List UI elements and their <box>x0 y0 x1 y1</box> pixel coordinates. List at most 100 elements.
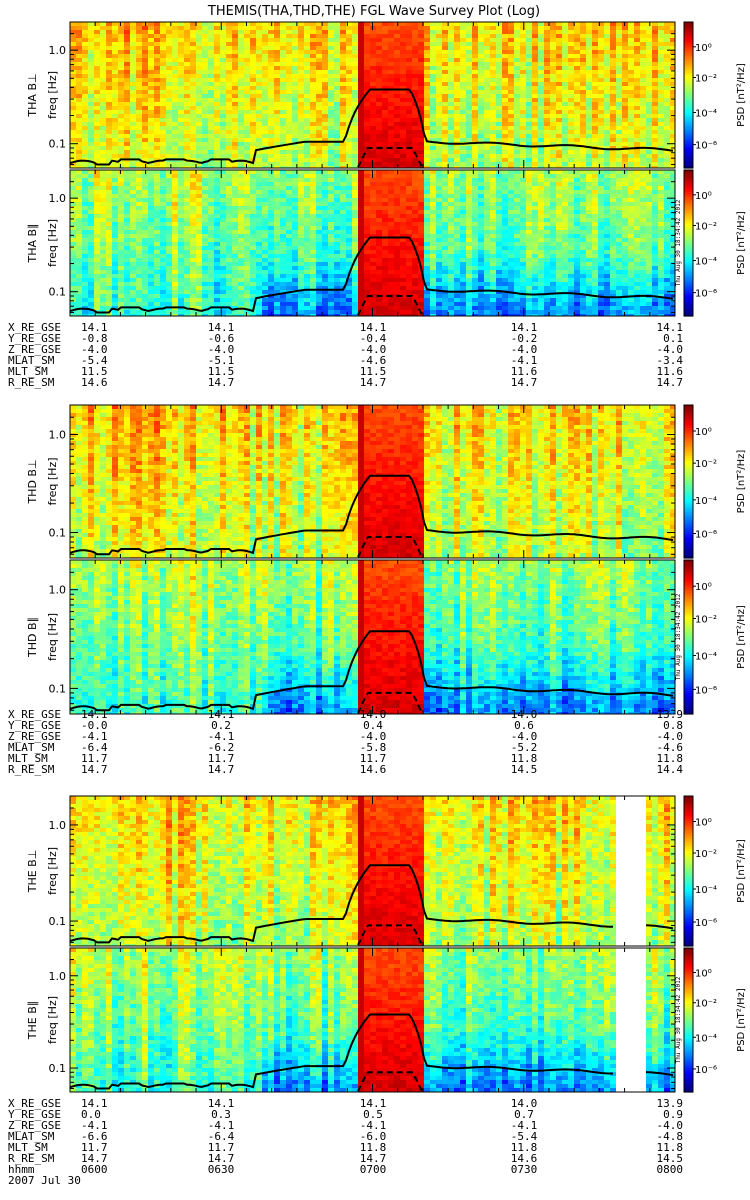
ephemeris-value: 11.8 <box>511 752 538 765</box>
time-tick-label: 0700 <box>360 1163 387 1176</box>
ephemeris-row-name: MLAT_SM <box>8 354 55 367</box>
spectrogram-heatmap <box>70 796 675 946</box>
ephemeris-value: 14.1 <box>81 321 108 334</box>
y-tick-label: 1.0 <box>49 819 67 832</box>
ephemeris-value: 14.7 <box>208 1152 235 1165</box>
ephemeris-value: -6.0 <box>360 1130 387 1143</box>
ephemeris-value: 14.5 <box>511 763 538 776</box>
ephemeris-value: 14.7 <box>657 376 684 389</box>
time-axis: hhmm 0600 0630 0700 0730 0800 2007 Jul 30 <box>8 1163 683 1187</box>
colorbar-frame <box>683 404 694 559</box>
ephemeris-value: -4.1 <box>81 1119 108 1132</box>
ephemeris-value: 14.1 <box>208 321 235 334</box>
y-axis-label: freq [Hz] <box>46 847 59 895</box>
ephemeris-value: 14.7 <box>208 376 235 389</box>
ephemeris-value: -4.0 <box>657 730 684 743</box>
ephemeris-value: -6.4 <box>81 741 108 754</box>
ephemeris-value: 11.8 <box>657 1141 684 1154</box>
colorbar: 10⁰ 10⁻² 10⁻⁴ 10⁻⁶ PSD [nT²/Hz] <box>683 947 747 1093</box>
ephemeris-value: 0.1 <box>663 332 683 345</box>
y-tick-label: 0.1 <box>49 286 67 299</box>
ephemeris-value: 14.1 <box>81 708 108 721</box>
ephemeris-value: 0.2 <box>211 719 231 732</box>
ephemeris-row-name: X_RE_GSE <box>8 1097 61 1110</box>
time-tick-label: 0730 <box>511 1163 538 1176</box>
dashed-curve <box>357 1071 423 1092</box>
colorbar-tick-label: 10⁰ <box>695 191 712 202</box>
ephemeris-row-name: MLAT_SM <box>8 1130 55 1143</box>
timestamp-stamp: Thu Aug 30 18:34:42 2012 <box>675 976 682 1063</box>
ephemeris-value: 11.7 <box>208 1141 235 1154</box>
panel-label: THE B⊥ <box>26 850 39 894</box>
dashed-curve <box>357 924 423 946</box>
ephemeris-row-name: Y_RE_GSE <box>8 1108 61 1121</box>
dashed-curve <box>357 295 423 316</box>
gyrofrequency-curve <box>69 1013 674 1090</box>
colorbar-tick-label: 10⁻⁶ <box>695 530 717 541</box>
time-axis-label: hhmm <box>8 1163 35 1176</box>
ephemeris-value: 11.6 <box>657 365 684 378</box>
ephemeris-value: 14.7 <box>81 763 108 776</box>
colorbar-tick-label: 10⁰ <box>695 582 712 593</box>
spectrogram-panel-tha-bpar: 1.0 0.1 THA B∥ freq [Hz] Thu Aug 30 18:34:42… <box>26 169 747 317</box>
spectrogram-heatmap <box>70 22 675 168</box>
ephemeris-row-name: X_RE_GSE <box>8 321 61 334</box>
colorbar-label: PSD [nT²/Hz] <box>736 211 747 275</box>
y-axis-label: freq [Hz] <box>46 613 59 661</box>
ephemeris-value: -4.6 <box>657 741 684 754</box>
ephemeris-value: 0.6 <box>514 719 534 732</box>
figure-title: THEMIS(THA,THD,THE) FGL Wave Survey Plot… <box>207 4 540 19</box>
ephemeris-row-name: MLT_SM <box>8 1141 48 1154</box>
panel-label: THD B∥ <box>26 617 39 658</box>
ephemeris-value: -0.2 <box>511 332 538 345</box>
ephemeris-value: 14.1 <box>360 321 387 334</box>
ephemeris-value: -4.1 <box>81 730 108 743</box>
y-tick-label: 1.0 <box>49 192 67 205</box>
ephemeris-value: 14.1 <box>208 708 235 721</box>
panel-label: THD B⊥ <box>26 459 39 504</box>
colorbar-frame <box>683 169 694 317</box>
date-label: 2007 Jul 30 <box>8 1174 81 1187</box>
colorbar-tick-label: 10⁻⁴ <box>695 1033 717 1044</box>
gyrofrequency-curve <box>69 864 674 944</box>
ephemeris-value: 14.4 <box>657 763 684 776</box>
colorbar: 10⁰ 10⁻² 10⁻⁴ 10⁻⁶ PSD [nT²/Hz] <box>683 795 747 947</box>
ephemeris-value: -4.8 <box>657 1130 684 1143</box>
y-tick-label: 1.0 <box>49 44 67 57</box>
colorbar-tick-label: 10⁻⁶ <box>695 918 717 929</box>
ephemeris-value: 11.7 <box>208 752 235 765</box>
colorbar-tick-label: 10⁻² <box>695 221 717 232</box>
ephemeris-row-name: Z_RE_GSE <box>8 343 61 356</box>
ephemeris-value: -4.0 <box>360 343 387 356</box>
colorbar-tick-label: 10⁰ <box>695 968 712 979</box>
colorbar: 10⁰ 10⁻² 10⁻⁴ 10⁻⁶ PSD [nT²/Hz] <box>683 21 747 169</box>
ephemeris-value: -4.1 <box>208 730 235 743</box>
ephemeris-value: 0.0 <box>81 1108 101 1121</box>
ephemeris-value: 14.0 <box>360 708 387 721</box>
ephemeris-row-name: MLT_SM <box>8 365 48 378</box>
ephemeris-value: 14.0 <box>511 1097 538 1110</box>
timestamp-stamp: Thu Aug 30 18:34:42 2012 <box>675 593 682 680</box>
ephemeris-value: -6.6 <box>81 1130 108 1143</box>
ephemeris-value: -5.4 <box>81 354 108 367</box>
colorbar-tick-label: 10⁻⁴ <box>695 885 717 896</box>
ephemeris-value: 14.0 <box>511 708 538 721</box>
ephemeris-value: -4.0 <box>360 730 387 743</box>
ephemeris-row-name: MLT_SM <box>8 752 48 765</box>
ephemeris-value: 14.1 <box>360 1097 387 1110</box>
colorbar-tick-label: 10⁻² <box>695 999 717 1010</box>
colorbar-tick-label: 10⁻² <box>695 459 717 470</box>
ephemeris-value: 11.7 <box>81 752 108 765</box>
colorbar-tick-label: 10⁰ <box>695 818 712 829</box>
colorbar-tick-label: 10⁻² <box>695 615 717 626</box>
ephemeris-value: 0.3 <box>211 1108 231 1121</box>
time-tick-label: 0800 <box>657 1163 684 1176</box>
ephemeris-value: -4.0 <box>511 730 538 743</box>
spectrogram-panel-the-bpar: 1.0 0.1 THE B∥ freq [Hz] Thu Aug 30 18:34:42… <box>26 947 747 1093</box>
colorbar-tick-label: 10⁻⁴ <box>695 651 717 662</box>
ephemeris-value: -3.4 <box>657 354 684 367</box>
ephemeris-row-name: MLAT_SM <box>8 741 55 754</box>
ephemeris-value: 11.5 <box>81 365 108 378</box>
ephemeris-value: 14.1 <box>511 321 538 334</box>
